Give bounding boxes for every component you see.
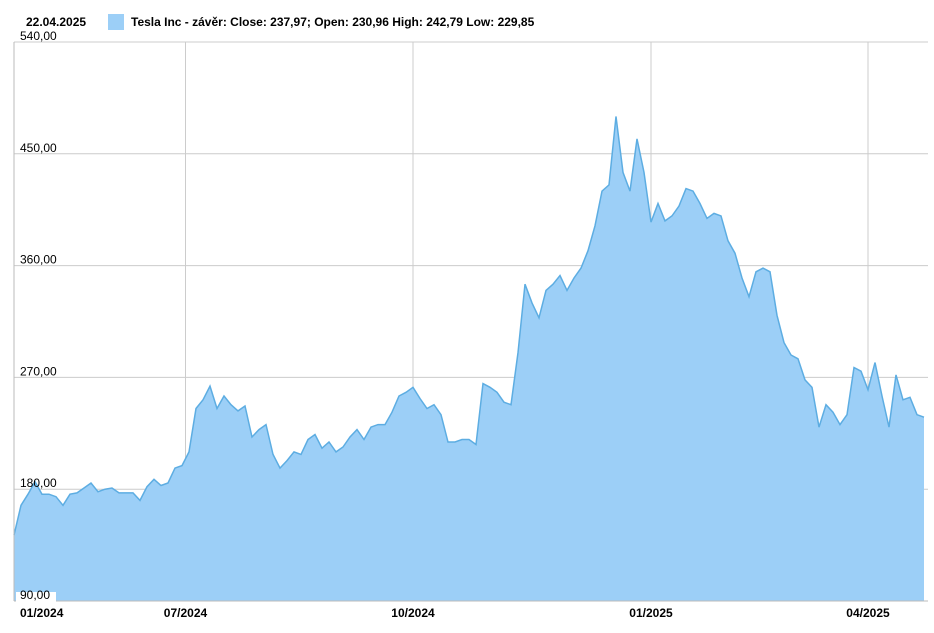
y-tick-label: 540,00 [20, 29, 57, 43]
x-tick-label: 10/2024 [391, 606, 435, 620]
y-tick-label: 450,00 [20, 141, 57, 155]
y-tick-label: 360,00 [20, 253, 57, 267]
tick-label-bg [16, 592, 56, 602]
area-fill [14, 116, 924, 601]
y-tick-label: 270,00 [20, 364, 57, 378]
y-tick-label: 180,00 [20, 476, 57, 490]
legend-swatch [108, 14, 124, 30]
y-tick-label: 90,00 [20, 588, 50, 602]
x-tick-label: 04/2025 [846, 606, 890, 620]
date-label: 22.04.2025 [26, 15, 86, 29]
area-line [13, 116, 925, 536]
legend-label: Tesla Inc - závěr: Close: 237,97; Open: … [131, 15, 535, 29]
x-tick-label: 07/2024 [164, 606, 208, 620]
x-tick-label: 01/2025 [629, 606, 673, 620]
x-tick-label: 01/2024 [20, 606, 64, 620]
